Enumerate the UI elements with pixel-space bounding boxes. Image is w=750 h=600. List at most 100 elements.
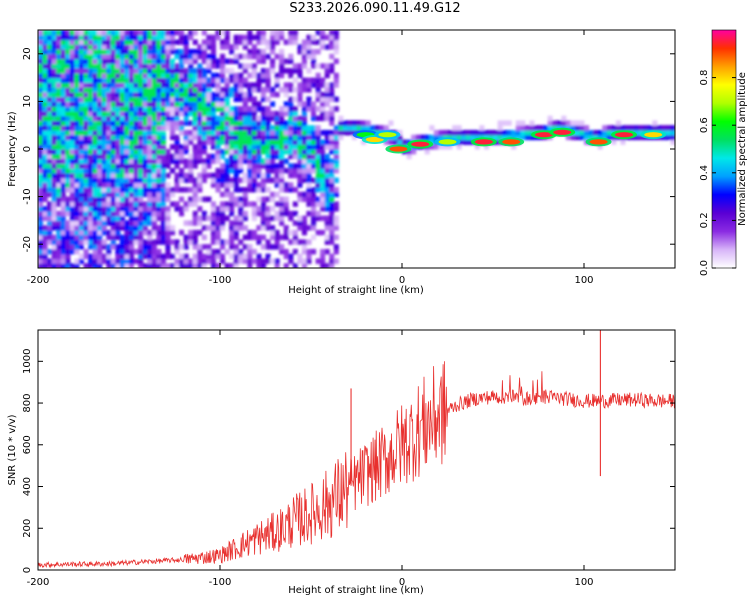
spectrogram-cell: [165, 63, 171, 69]
spectrogram-cell: [119, 258, 125, 264]
spectrogram-cell: [256, 77, 262, 83]
spectrogram-cell: [260, 30, 266, 36]
spectrogram-cell: [124, 87, 130, 93]
spectrogram-cell: [215, 87, 221, 93]
spectrogram-cell: [106, 234, 112, 241]
spectrogram-cell: [129, 149, 135, 155]
spectrogram-cell: [151, 44, 157, 50]
spectrogram-cell: [488, 130, 494, 136]
spectrogram-cell: [133, 49, 139, 55]
spectrogram-cell: [315, 72, 321, 79]
spectrogram-cell: [56, 82, 62, 88]
spectrogram-cell: [251, 163, 257, 169]
spectrogram-cell: [270, 139, 276, 145]
spectrogram-cell: [47, 106, 53, 112]
spectrogram-cell: [201, 30, 207, 36]
spectrogram-cell: [192, 110, 198, 117]
spectrogram-cell: [69, 163, 75, 169]
spectrogram-cell: [133, 172, 139, 179]
spectrogram-cell: [119, 53, 125, 60]
spectrogram-cell: [174, 172, 180, 179]
spectrogram-cell: [274, 191, 280, 198]
spectrogram-cell: [224, 101, 230, 107]
spectrogram-cell: [292, 34, 298, 41]
spectrogram-cell: [106, 125, 112, 131]
spectrogram-cell: [138, 244, 144, 250]
spectrogram-cell: [242, 244, 248, 250]
spectrogram-cell: [206, 249, 212, 255]
spectrogram-cell: [311, 110, 317, 117]
spectrogram-cell: [174, 87, 180, 93]
spectrogram-cell: [138, 120, 144, 126]
spectrogram-cell: [69, 101, 75, 107]
spectrogram-cell: [65, 72, 71, 79]
spectrogram-cell: [65, 210, 71, 217]
spectrogram-cell: [56, 68, 62, 74]
spectrogram-cell: [78, 177, 84, 183]
spectrogram-cell: [51, 182, 57, 188]
spectrogram-cell: [88, 149, 94, 155]
spectrogram-cell: [179, 263, 185, 268]
spectrogram-cell: [324, 139, 330, 145]
spectrogram-cell: [224, 96, 230, 102]
spectrogram-cell: [69, 229, 75, 236]
spectrogram-cell: [256, 30, 262, 36]
spectrogram-cell: [106, 244, 112, 250]
spectrogram-cell: [288, 163, 294, 169]
spectrogram-cell: [156, 101, 162, 107]
spectrogram-cell: [315, 106, 321, 112]
spectrogram-cell: [256, 206, 262, 212]
spectrogram-cell: [324, 191, 330, 198]
spectrogram-cell: [56, 182, 62, 188]
spectrogram-cell: [129, 182, 135, 188]
spectrogram-cell: [156, 253, 162, 260]
spectrogram-cell: [119, 72, 125, 79]
spectrogram-cell: [197, 120, 203, 126]
spectrogram-cell: [115, 96, 121, 102]
spectrogram-cell: [142, 134, 148, 141]
spectrogram-cell: [60, 191, 66, 198]
spectrogram-cell: [106, 187, 112, 193]
spectrogram-cell: [197, 44, 203, 50]
spectrogram-cell: [256, 58, 262, 64]
spectrogram-cell: [242, 172, 248, 179]
spectrogram-cell: [160, 168, 166, 174]
spectrogram-cell: [78, 163, 84, 169]
spectrogram-cell: [306, 106, 312, 112]
spectrogram-cell: [188, 34, 194, 41]
spectrogram-cell: [270, 234, 276, 241]
spectrogram-cell: [56, 177, 62, 183]
spectrogram-cell: [301, 225, 307, 231]
spectrogram-cell: [110, 82, 116, 88]
spectrogram-cell: [110, 30, 116, 36]
spectrogram-cell: [56, 191, 62, 198]
spectrogram-cell: [301, 144, 307, 150]
spectrogram-cell: [315, 210, 321, 217]
spectrogram-cell: [197, 125, 203, 131]
spectrogram-cell: [170, 229, 176, 236]
spectrogram-cell: [297, 163, 303, 169]
spectrogram-cell: [288, 187, 294, 193]
spectrogram-cell: [297, 139, 303, 145]
spectrogram-cell: [138, 63, 144, 69]
spectrogram-cell: [188, 77, 194, 83]
spectrogram-cell: [69, 191, 75, 198]
spectrogram-cell: [547, 115, 553, 122]
spectrogram-cell: [638, 134, 644, 141]
spectrogram-cell: [529, 130, 535, 136]
spectrogram-cell: [320, 63, 326, 69]
spectrogram-cell: [197, 158, 203, 164]
spectrogram-cell: [242, 91, 248, 98]
spectrogram-cell: [42, 110, 48, 117]
spectrogram-cell: [188, 63, 194, 69]
spectrogram-cell: [251, 134, 257, 141]
spectrogram-cell: [174, 96, 180, 102]
spectrogram-cell: [274, 201, 280, 207]
spectrogram-cell: [192, 39, 198, 45]
spectrogram-cell: [179, 187, 185, 193]
spectrogram-cell: [238, 239, 244, 245]
spectrogram-cell: [174, 182, 180, 188]
spectrogram-cell: [88, 101, 94, 107]
spectrogram-cell: [238, 125, 244, 131]
spectrogram-cell: [129, 130, 135, 136]
